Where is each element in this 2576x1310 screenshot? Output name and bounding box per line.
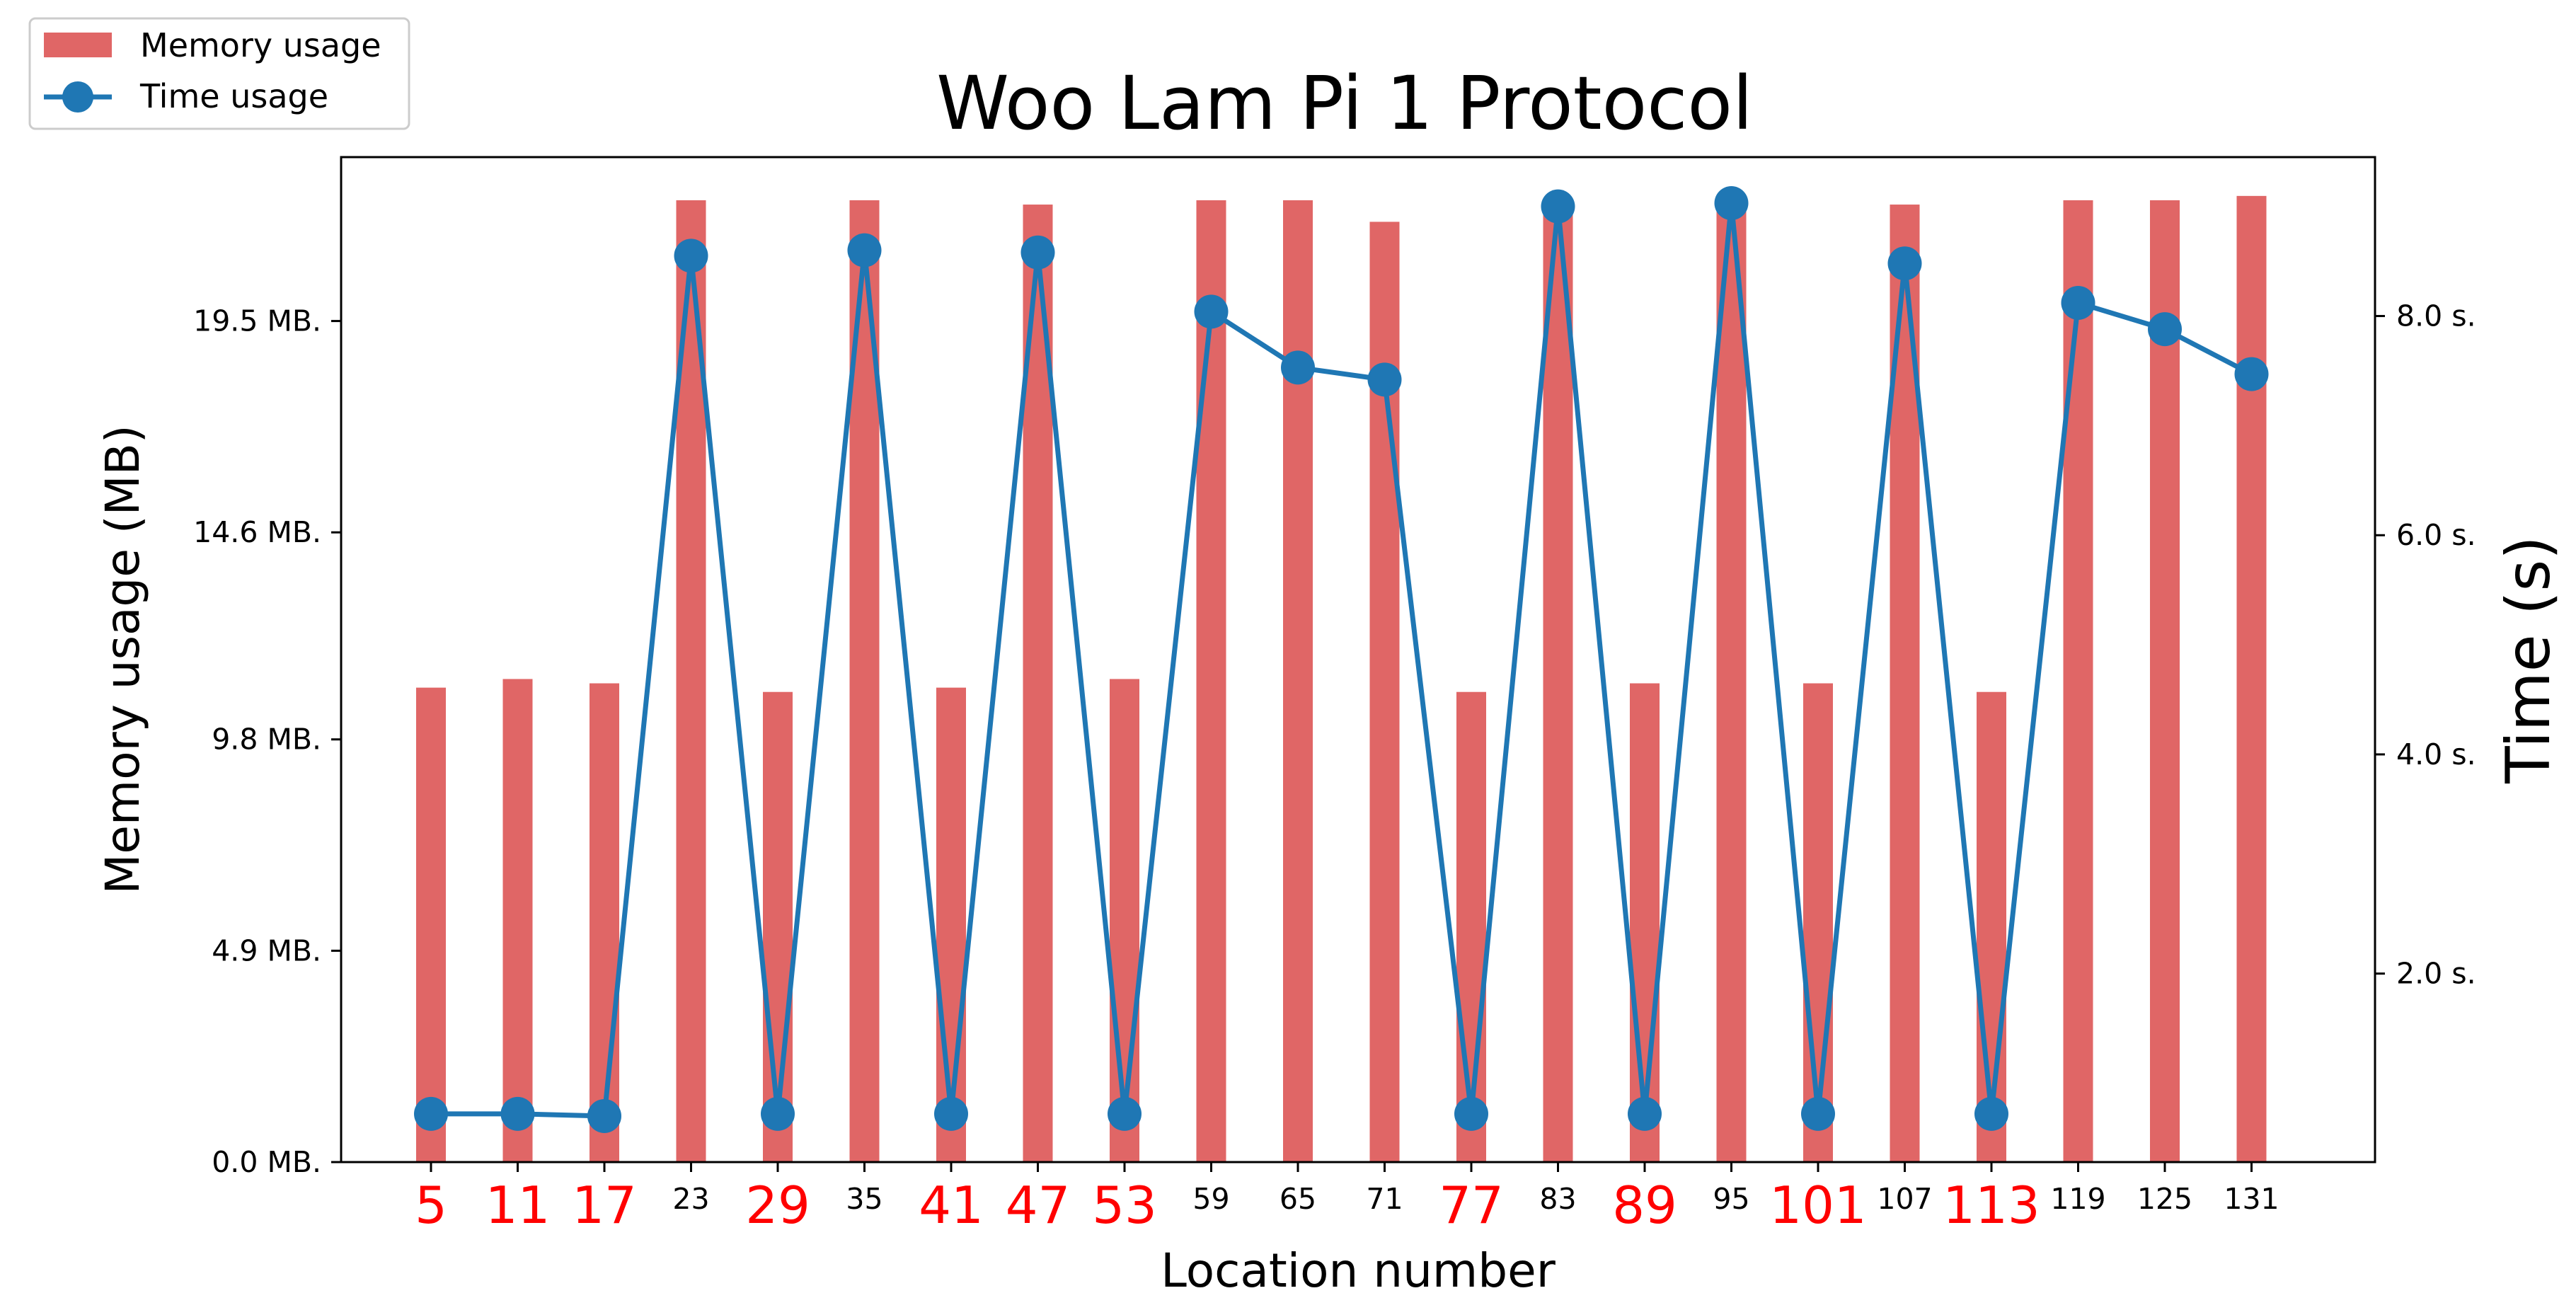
x-tick-label: 113 [1943,1176,2040,1235]
x-axis-ticks: 5 11 17 23 29 35 41 47 53 59 65 71 77 83 89 95 101 107 113… [415,1162,2279,1235]
time-marker [2148,312,2182,347]
time-marker [1194,294,1229,329]
left-tick-label: 4.9 MB. [212,933,321,967]
time-marker [500,1096,535,1131]
x-tick-label: 11 [485,1176,551,1235]
time-marker [934,1096,968,1131]
x-tick-label: 23 [672,1182,709,1216]
time-marker [761,1096,795,1131]
chart-title: Woo Lam Pi 1 Protocol [936,60,1753,146]
x-tick-label: 47 [1006,1176,1071,1235]
x-axis-label: Location number [1161,1243,1556,1298]
memory-bar [1716,200,1747,1162]
left-tick-label: 14.6 MB. [193,515,321,549]
x-tick-label: 119 [2050,1182,2105,1216]
right-tick-label: 8.0 s. [2396,299,2476,333]
legend-label-time: Time usage [139,77,328,115]
x-tick-label: 35 [846,1182,882,1216]
memory-bar [1196,200,1226,1162]
left-tick-label: 9.8 MB. [212,723,321,757]
left-tick-label: 0.0 MB. [212,1145,321,1179]
time-marker [1108,1096,1142,1131]
time-marker [674,239,708,273]
memory-bar [1456,691,1486,1162]
time-marker [1367,362,1402,397]
legend-label-memory: Memory usage [140,26,381,64]
time-marker [1454,1096,1488,1131]
x-tick-label: 107 [1877,1182,1932,1216]
plot-frame [340,156,2376,1164]
time-marker [414,1096,448,1131]
time-marker [1281,350,1315,385]
x-tick-label: 83 [1539,1182,1576,1216]
x-tick-label: 65 [1280,1182,1316,1216]
left-axis-label: Memory usage (MB) [96,425,150,894]
legend-frame [28,17,410,130]
right-tick-label: 2.0 s. [2396,957,2476,991]
time-marker [847,233,882,268]
time-marker [2234,357,2269,391]
memory-bar [416,687,446,1162]
x-tick-label: 101 [1769,1176,1866,1235]
time-marker [1801,1096,1835,1131]
memory-bar [936,687,966,1162]
x-tick-label: 41 [919,1176,984,1235]
time-marker [1887,246,1922,281]
x-tick-label: 77 [1439,1176,1504,1235]
x-tick-label: 59 [1192,1182,1229,1216]
left-tick-label: 19.5 MB. [193,304,321,338]
time-marker [2061,285,2095,320]
right-tick-label: 4.0 s. [2396,737,2476,771]
memory-bar [1543,200,1573,1162]
legend-swatch-time-marker [62,81,93,113]
memory-bar [763,691,793,1162]
legend: Memory usage Time usage [28,17,410,130]
x-tick-label: 71 [1366,1182,1403,1216]
time-marker [587,1098,621,1133]
memory-bar [2063,200,2093,1162]
x-tick-label: 5 [415,1176,447,1235]
time-marker [1541,189,1575,224]
x-tick-label: 131 [2224,1182,2279,1216]
memory-bar [1803,683,1833,1162]
x-tick-label: 89 [1612,1176,1677,1235]
time-marker [1628,1096,1662,1131]
left-axis-ticks: 0.0 MB. 4.9 MB. 9.8 MB. 14.6 MB. 19.5 MB. [193,304,341,1179]
right-axis-ticks: 2.0 s. 4.0 s. 6.0 s. 8.0 s. [2375,299,2476,991]
memory-bar [1110,679,1139,1162]
time-line [431,200,2253,1119]
x-tick-label: 125 [2137,1182,2192,1216]
x-tick-label: 29 [745,1176,810,1235]
time-marker [1714,186,1749,221]
time-line-series [414,186,2269,1133]
memory-bar [1283,200,1313,1162]
legend-swatch-memory [44,33,112,57]
memory-bar [2150,200,2180,1162]
time-marker [1974,1096,2008,1131]
x-tick-label: 53 [1092,1176,1157,1235]
right-axis-label: Time (s) [2493,536,2564,784]
time-marker [1020,235,1055,270]
memory-bar [1977,691,2006,1162]
right-tick-label: 6.0 s. [2396,518,2476,552]
memory-bar [590,683,619,1162]
memory-bar [2236,195,2267,1162]
x-tick-label: 95 [1713,1182,1749,1216]
memory-bar [502,679,533,1162]
memory-bar [1630,683,1660,1162]
x-tick-label: 17 [572,1176,637,1235]
